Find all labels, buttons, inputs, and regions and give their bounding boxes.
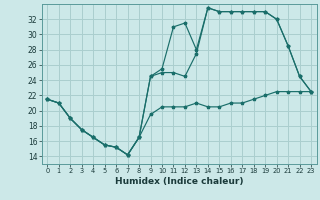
X-axis label: Humidex (Indice chaleur): Humidex (Indice chaleur) [115, 177, 244, 186]
